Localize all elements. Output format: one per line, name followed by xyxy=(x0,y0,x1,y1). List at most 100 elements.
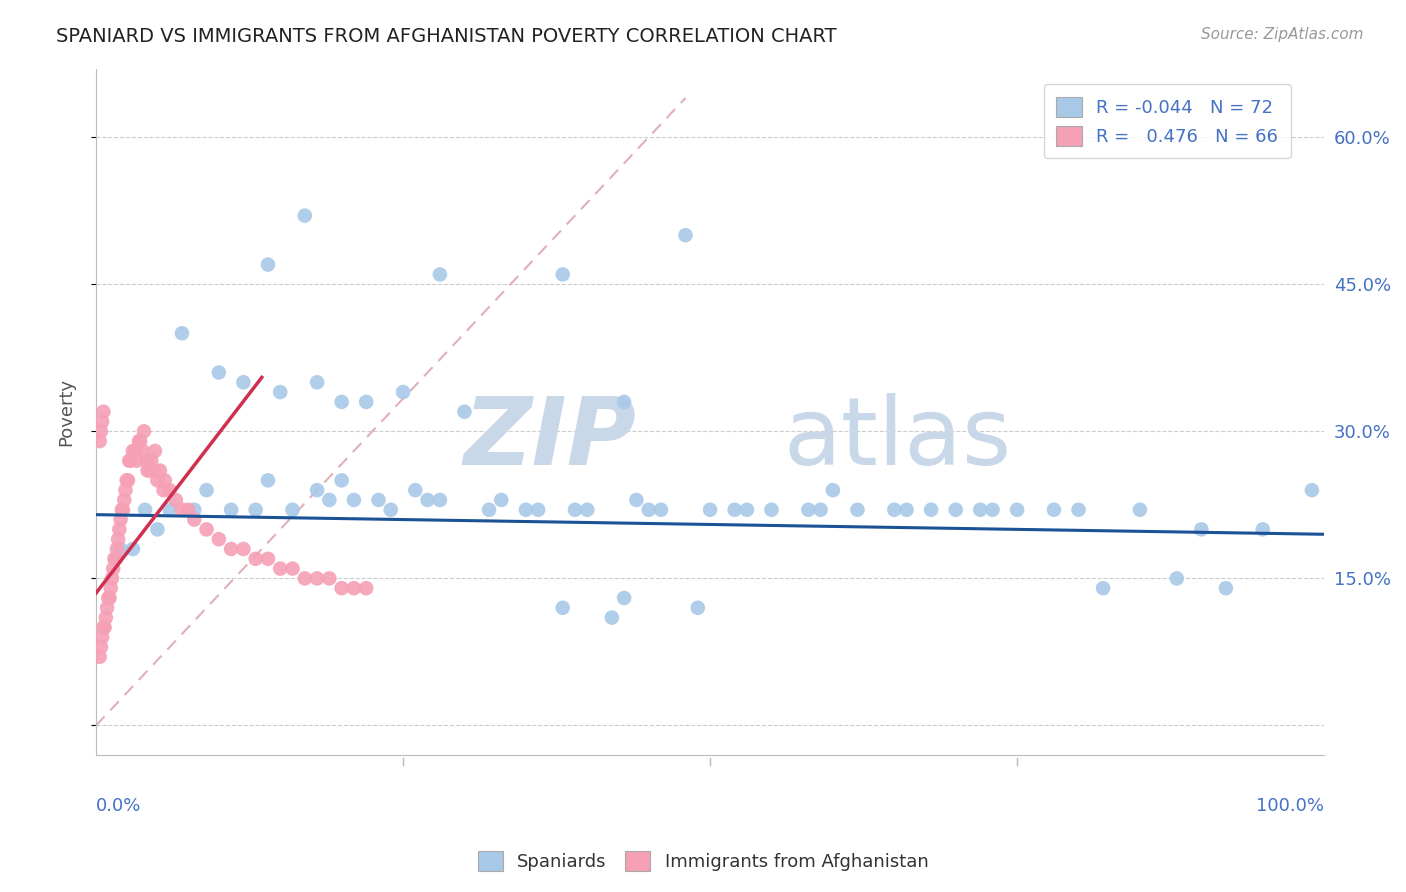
Point xyxy=(117,474,139,488)
Point xyxy=(245,502,267,516)
Text: 0.0%: 0.0% xyxy=(96,797,142,814)
Point xyxy=(354,395,377,409)
Point xyxy=(354,581,377,595)
Point xyxy=(149,464,172,478)
Point xyxy=(429,492,451,507)
Point xyxy=(416,492,439,507)
Text: Source: ZipAtlas.com: Source: ZipAtlas.com xyxy=(1201,27,1364,42)
Point xyxy=(613,395,636,409)
Point xyxy=(89,649,111,664)
Point xyxy=(1067,502,1090,516)
Point xyxy=(183,512,205,526)
Point xyxy=(121,541,143,556)
Point xyxy=(1092,581,1115,595)
Point xyxy=(125,454,148,468)
Point xyxy=(551,600,574,615)
Point xyxy=(307,483,329,497)
Point xyxy=(153,474,176,488)
Point xyxy=(491,492,513,507)
Point xyxy=(183,502,205,516)
Point xyxy=(1189,522,1212,536)
Point xyxy=(281,502,304,516)
Point xyxy=(1251,522,1274,536)
Point xyxy=(1166,571,1188,585)
Point xyxy=(90,425,112,439)
Point xyxy=(96,600,118,615)
Point xyxy=(307,376,329,390)
Point xyxy=(93,620,115,634)
Point xyxy=(846,502,869,516)
Text: 100.0%: 100.0% xyxy=(1256,797,1324,814)
Point xyxy=(219,541,242,556)
Point xyxy=(1043,502,1066,516)
Point xyxy=(108,522,131,536)
Point xyxy=(128,434,150,449)
Point xyxy=(159,502,181,516)
Point xyxy=(245,551,267,566)
Point xyxy=(136,464,159,478)
Point xyxy=(135,454,157,468)
Point xyxy=(105,541,128,556)
Point xyxy=(650,502,672,516)
Point xyxy=(97,591,120,605)
Point xyxy=(257,258,280,272)
Point xyxy=(107,532,129,546)
Point xyxy=(564,502,586,516)
Point xyxy=(686,600,709,615)
Point xyxy=(478,502,501,516)
Point xyxy=(118,454,141,468)
Point xyxy=(724,502,747,516)
Point xyxy=(129,434,152,449)
Point xyxy=(675,228,697,243)
Point xyxy=(100,581,122,595)
Point xyxy=(134,502,156,516)
Legend: Spaniards, Immigrants from Afghanistan: Spaniards, Immigrants from Afghanistan xyxy=(471,844,935,879)
Point xyxy=(195,522,218,536)
Point xyxy=(281,561,304,575)
Point xyxy=(896,502,918,516)
Point xyxy=(307,571,329,585)
Point xyxy=(810,502,832,516)
Point xyxy=(103,561,125,575)
Point xyxy=(120,454,142,468)
Point xyxy=(141,454,163,468)
Point xyxy=(1301,483,1323,497)
Point xyxy=(613,591,636,605)
Point xyxy=(121,444,143,458)
Point xyxy=(945,502,967,516)
Point xyxy=(981,502,1004,516)
Point xyxy=(269,385,291,400)
Point xyxy=(208,532,231,546)
Point xyxy=(232,541,254,556)
Point xyxy=(111,502,134,516)
Point xyxy=(219,502,242,516)
Point xyxy=(142,464,165,478)
Point xyxy=(115,474,138,488)
Point xyxy=(735,502,758,516)
Point xyxy=(330,581,353,595)
Point xyxy=(91,415,114,429)
Point xyxy=(821,483,844,497)
Point xyxy=(1129,502,1152,516)
Point xyxy=(343,581,366,595)
Point xyxy=(170,326,193,341)
Point xyxy=(90,640,112,654)
Point xyxy=(94,610,117,624)
Point xyxy=(146,474,169,488)
Text: atlas: atlas xyxy=(783,393,1012,485)
Point xyxy=(103,551,125,566)
Point xyxy=(114,483,136,497)
Point xyxy=(232,376,254,390)
Point xyxy=(797,502,820,516)
Point xyxy=(165,492,187,507)
Legend: R = -0.044   N = 72, R =   0.476   N = 66: R = -0.044 N = 72, R = 0.476 N = 66 xyxy=(1043,85,1291,159)
Point xyxy=(392,385,415,400)
Point xyxy=(294,209,316,223)
Point xyxy=(367,492,389,507)
Point xyxy=(93,620,115,634)
Point xyxy=(110,541,132,556)
Point xyxy=(761,502,783,516)
Point xyxy=(380,502,402,516)
Point xyxy=(1215,581,1237,595)
Y-axis label: Poverty: Poverty xyxy=(58,377,75,446)
